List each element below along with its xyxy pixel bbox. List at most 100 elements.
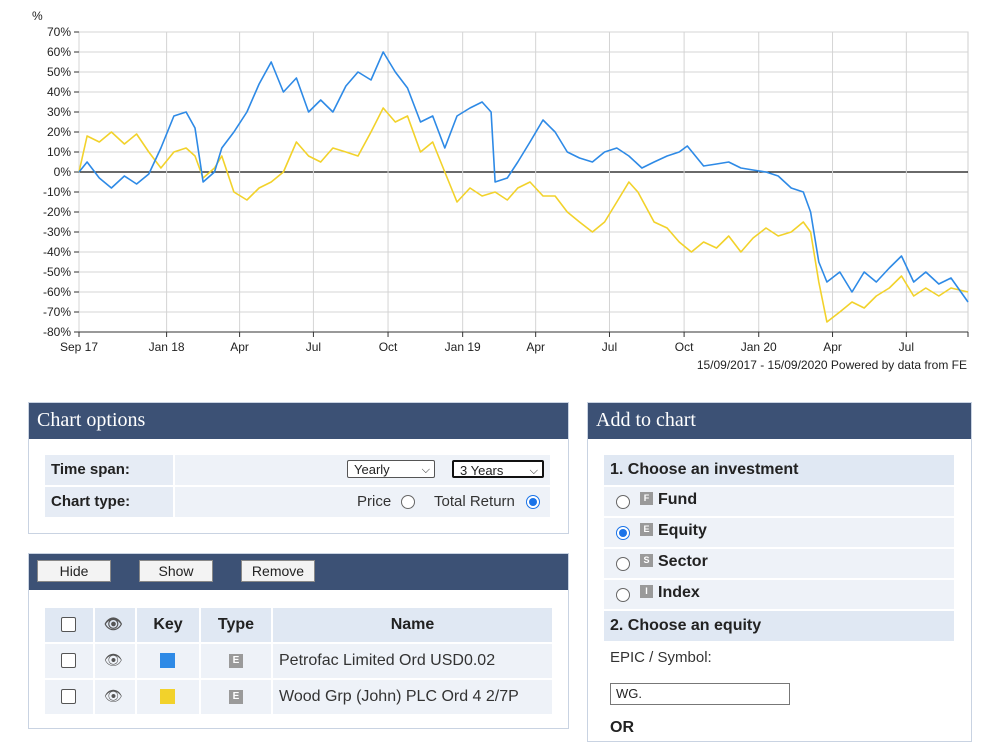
y-tick-label: -80% (43, 325, 71, 339)
equity-type-icon: E (640, 523, 653, 536)
or-label: OR (610, 719, 634, 736)
y-ticks: 70% 60% 50% 40% 30% 20% 10% 0% -10% -20% -30% -40% -… (43, 25, 79, 339)
fund-type-icon: F (640, 492, 653, 505)
row-visibility: 👁 (95, 680, 135, 714)
series-key-swatch (160, 689, 175, 704)
sector-label: Sector (658, 553, 708, 570)
performance-chart: % 70% 60% 50% 40% 30% 20% 10% 0% -10% -20% -30% -40… (32, 9, 969, 372)
investment-option-fund[interactable]: F Fund (604, 487, 954, 516)
x-tick-label: Apr (526, 340, 545, 354)
index-type-icon: I (640, 585, 653, 598)
series-lines (78, 51, 969, 323)
y-tick-label: -50% (43, 265, 71, 279)
x-tick-label: Jul (602, 340, 617, 354)
row-name: Wood Grp (John) PLC Ord 4 2/7P (273, 680, 552, 714)
key-header: Key (137, 608, 199, 642)
eye-icon: 👁 (104, 616, 124, 633)
chart-footer: 15/09/2017 - 15/09/2020 Powered by data … (697, 358, 967, 372)
chevron-down-icon: ⌵ (529, 465, 538, 477)
x-tick-label: Oct (675, 340, 694, 354)
row-type: E (201, 644, 271, 678)
y-tick-label: 20% (47, 125, 71, 139)
total-return-radio[interactable] (526, 495, 540, 509)
chart-options-panel: Chart options Time span: Yearly ⌵ 3 Year… (28, 402, 569, 534)
x-tick-label: Jan 19 (445, 340, 481, 354)
add-to-chart-title: Add to chart (588, 403, 971, 439)
interval-select-value: Yearly (354, 462, 390, 477)
chart-svg: % 70% 60% 50% 40% 30% 20% 10% 0% -10% -20% -30% -40… (32, 9, 969, 372)
equity-label: Equity (658, 522, 707, 539)
table-row (45, 644, 93, 678)
fund-radio[interactable] (616, 495, 630, 509)
index-radio[interactable] (616, 588, 630, 602)
time-span-row: Time span: Yearly ⌵ 3 Years ⌵ (45, 455, 550, 485)
step1-heading: 1. Choose an investment (604, 455, 954, 485)
row-checkbox[interactable] (61, 653, 76, 668)
series-toolbar: Hide Show Remove (29, 554, 568, 590)
equity-type-icon: E (229, 690, 243, 704)
row-name: Petrofac Limited Ord USD0.02 (273, 644, 552, 678)
investment-option-equity[interactable]: E Equity (604, 518, 954, 547)
epic-symbol-input[interactable]: WG. (610, 683, 790, 705)
chart-type-label: Chart type: (45, 487, 173, 517)
index-label: Index (658, 584, 700, 601)
series-key-swatch (160, 653, 175, 668)
total-return-label: Total Return (434, 493, 515, 510)
price-radio[interactable] (401, 495, 415, 509)
y-tick-label: 40% (47, 85, 71, 99)
type-header: Type (201, 608, 271, 642)
investment-option-index[interactable]: I Index (604, 580, 954, 609)
x-tick-label: Jul (899, 340, 914, 354)
step2-heading: 2. Choose an equity (604, 611, 954, 641)
equity-radio[interactable] (616, 526, 630, 540)
y-tick-label: -10% (43, 185, 71, 199)
x-tick-label: Jul (306, 340, 321, 354)
show-button[interactable]: Show (139, 560, 213, 582)
y-tick-label: -60% (43, 285, 71, 299)
chart-options-title: Chart options (29, 403, 568, 439)
x-tick-label: Apr (823, 340, 842, 354)
investment-option-sector[interactable]: S Sector (604, 549, 954, 578)
select-all-checkbox[interactable] (61, 617, 76, 632)
row-key (137, 644, 199, 678)
eye-icon[interactable]: 👁 (104, 652, 124, 669)
equity-type-icon: E (229, 654, 243, 668)
select-all-cell (45, 608, 93, 642)
y-tick-label: 70% (47, 25, 71, 39)
x-tick-label: Oct (379, 340, 398, 354)
chart-type-row: Chart type: Price Total Return (45, 487, 550, 517)
plot-frame (78, 31, 969, 333)
y-tick-label: 60% (47, 45, 71, 59)
y-unit-label: % (32, 9, 43, 23)
row-visibility: 👁 (95, 644, 135, 678)
row-checkbox[interactable] (61, 689, 76, 704)
chevron-down-icon: ⌵ (421, 464, 430, 476)
y-tick-label: -20% (43, 205, 71, 219)
row-key (137, 680, 199, 714)
y-tick-label: -40% (43, 245, 71, 259)
span-select[interactable]: 3 Years ⌵ (452, 460, 544, 478)
y-tick-label: 0% (54, 165, 72, 179)
price-label: Price (357, 493, 392, 510)
y-tick-label: -30% (43, 225, 71, 239)
series-line-1 (78, 107, 969, 323)
name-header: Name (273, 608, 552, 642)
sector-type-icon: S (640, 554, 653, 567)
hide-button[interactable]: Hide (37, 560, 111, 582)
series-line-0 (78, 51, 969, 303)
interval-select[interactable]: Yearly ⌵ (347, 460, 435, 478)
x-tick-label: Apr (230, 340, 249, 354)
remove-button[interactable]: Remove (241, 560, 315, 582)
time-span-label: Time span: (45, 455, 173, 485)
span-select-value: 3 Years (460, 463, 504, 478)
eye-icon[interactable]: 👁 (104, 688, 124, 705)
grid (78, 31, 969, 333)
x-tick-label: Jan 18 (149, 340, 185, 354)
time-span-controls: Yearly ⌵ 3 Years ⌵ (175, 455, 550, 485)
y-tick-label: 30% (47, 105, 71, 119)
y-tick-label: -70% (43, 305, 71, 319)
x-tick-label: Sep 17 (60, 340, 98, 354)
row-type: E (201, 680, 271, 714)
epic-label: EPIC / Symbol: (610, 649, 712, 666)
sector-radio[interactable] (616, 557, 630, 571)
